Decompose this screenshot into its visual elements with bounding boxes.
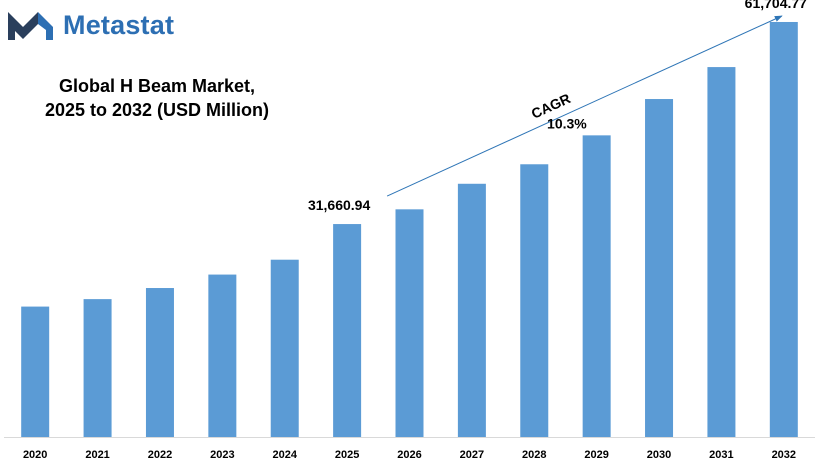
x-tick-label-2028: 2028 — [522, 449, 546, 461]
cagr-value: 10.3% — [547, 115, 587, 131]
metastat-logo: Metastat — [5, 6, 174, 44]
bar-2023 — [208, 274, 237, 437]
bar-2029 — [582, 135, 611, 437]
x-tick-label-2023: 2023 — [210, 449, 234, 461]
x-tick-label-2025: 2025 — [335, 449, 359, 461]
x-tick-label-2024: 2024 — [272, 449, 297, 461]
chart-title-line-2: 2025 to 2032 (USD Million) — [44, 100, 270, 120]
x-tick-label-2027: 2027 — [460, 449, 484, 461]
x-tick-label-2032: 2032 — [772, 449, 796, 461]
bar-2030 — [645, 99, 674, 437]
bar-2020 — [21, 306, 50, 437]
x-tick-label-2022: 2022 — [148, 449, 172, 461]
bar-2031 — [707, 67, 736, 438]
bar-2024 — [270, 259, 299, 437]
x-tick-label-2026: 2026 — [397, 449, 421, 461]
x-tick-label-2031: 2031 — [709, 449, 733, 461]
x-tick-label-2020: 2020 — [23, 449, 47, 461]
x-tick-label-2030: 2030 — [647, 449, 671, 461]
bar-2022 — [145, 288, 174, 437]
bar-2026 — [395, 209, 424, 437]
brand-name: Metastat — [63, 9, 175, 40]
chart-title: Global H Beam Market, 2025 to 2032 (USD … — [12, 74, 302, 122]
bar-2021 — [83, 299, 112, 437]
bar-2025 — [333, 224, 362, 437]
x-tick-label-2029: 2029 — [584, 449, 608, 461]
bar-2027 — [457, 183, 486, 437]
chart-title-line-1: Global H Beam Market, — [58, 76, 256, 96]
cagr-trend-arrow — [386, 15, 783, 197]
bar-2028 — [520, 164, 549, 437]
data-label-2025: 31,660.94 — [308, 197, 370, 213]
bar-2032 — [769, 21, 798, 438]
metastat-m-logo-icon — [5, 6, 57, 44]
data-label-2032: 61,704.77 — [745, 0, 807, 11]
x-tick-label-2021: 2021 — [85, 449, 109, 461]
